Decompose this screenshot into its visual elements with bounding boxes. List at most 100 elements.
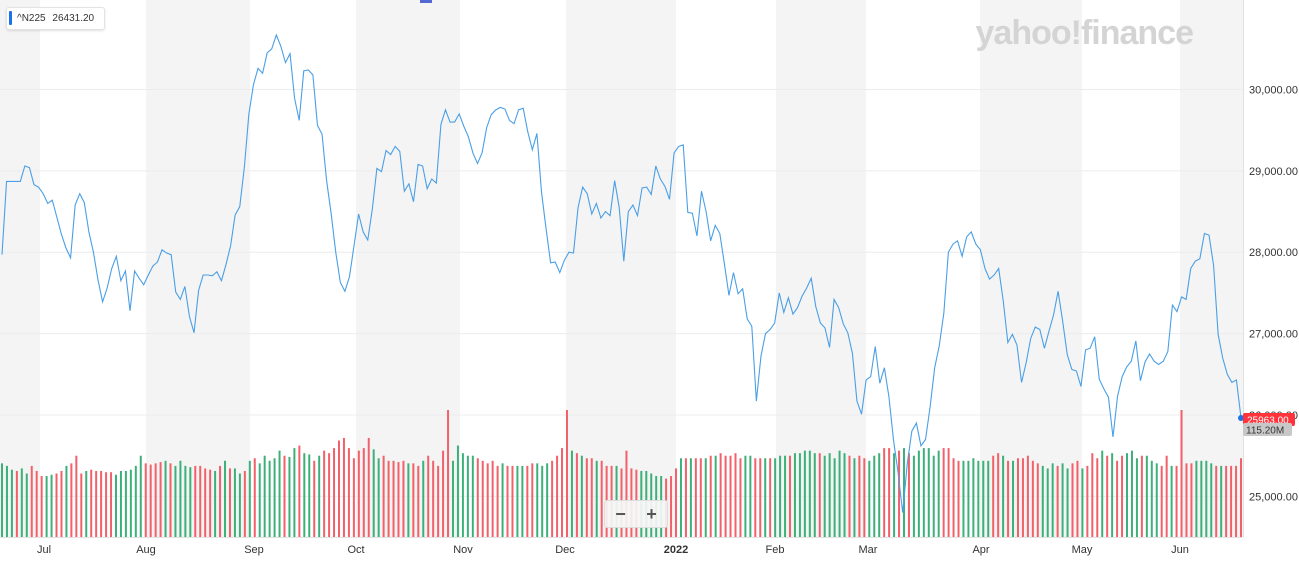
- volume-bar: [1225, 465, 1228, 537]
- volume-bar: [962, 460, 965, 537]
- volume-bar: [729, 455, 732, 537]
- volume-bar: [625, 450, 628, 537]
- y-tick-label: 28,000.00: [1249, 247, 1298, 259]
- volume-bar: [1106, 455, 1109, 537]
- volume-bar: [580, 455, 583, 537]
- volume-bar: [585, 458, 588, 537]
- volume-bar: [352, 458, 355, 537]
- volume-bar: [338, 440, 341, 537]
- volume-bar: [917, 450, 920, 537]
- volume-bar: [1101, 450, 1104, 537]
- month-band: [146, 0, 250, 537]
- volume-bar: [1051, 463, 1054, 537]
- volume-bar: [20, 468, 23, 537]
- volume-bar: [184, 465, 187, 537]
- volume-bar: [496, 465, 499, 537]
- volume-bar: [119, 470, 122, 537]
- volume-bar: [50, 474, 53, 537]
- legend[interactable]: ^N225 26431.20: [6, 7, 106, 30]
- volume-bar: [1235, 465, 1238, 537]
- volume-bar: [214, 470, 217, 537]
- volume-bar: [382, 455, 385, 537]
- volume-bar: [843, 453, 846, 537]
- volume-bar: [957, 460, 960, 537]
- volume-bar: [570, 450, 573, 537]
- volume-bar: [699, 458, 702, 537]
- volume-bar: [377, 458, 380, 537]
- month-band: [1180, 0, 1243, 537]
- zoom-out-button[interactable]: −: [615, 504, 626, 524]
- volume-bar: [769, 458, 772, 537]
- volume-bar: [129, 469, 132, 537]
- volume-bar: [704, 458, 707, 537]
- volume-bar: [694, 458, 697, 537]
- volume-bar: [982, 460, 985, 537]
- x-tick-label: Jul: [37, 544, 51, 556]
- volume-bar: [124, 470, 127, 537]
- volume-bar: [1175, 465, 1178, 537]
- volume-bar: [224, 460, 227, 537]
- x-tick-label: 2022: [664, 544, 688, 556]
- volume-bar: [392, 460, 395, 537]
- volume-bar: [144, 463, 147, 537]
- volume-bar: [838, 450, 841, 537]
- volume-bar: [551, 460, 554, 537]
- y-axis: 25,000.0026,000.0027,000.0028,000.0029,0…: [1243, 0, 1298, 537]
- volume-bar: [526, 465, 529, 537]
- range-marker: [420, 0, 432, 3]
- volume-bar: [1066, 468, 1069, 537]
- x-tick-label: Aug: [136, 544, 156, 556]
- volume-bar: [878, 453, 881, 537]
- volume-bar: [1076, 460, 1079, 537]
- zoom-in-button[interactable]: +: [646, 504, 657, 524]
- volume-bar: [541, 465, 544, 537]
- volume-bar: [675, 468, 678, 537]
- volume-bar: [709, 455, 712, 537]
- volume-bar: [932, 455, 935, 537]
- x-tick-label: May: [1072, 544, 1093, 556]
- volume-bar: [1096, 458, 1099, 537]
- volume-bar: [898, 450, 901, 537]
- volume-bar: [25, 473, 28, 537]
- volume-bar: [228, 468, 231, 537]
- volume-bar: [853, 458, 856, 537]
- volume-bar: [1071, 463, 1074, 537]
- volume-bar: [893, 453, 896, 537]
- volume-bar: [461, 453, 464, 537]
- volume-bar: [258, 463, 261, 537]
- volume-bar: [318, 455, 321, 537]
- volume-bar: [293, 448, 296, 537]
- volume-bar: [253, 458, 256, 537]
- volume-bar: [679, 458, 682, 537]
- volume-bar: [1061, 463, 1064, 537]
- volume-bar: [967, 460, 970, 537]
- volume-bar: [328, 453, 331, 537]
- volume-bar: [55, 473, 58, 537]
- volume-bar: [1180, 410, 1183, 537]
- price-pill: [1243, 413, 1295, 426]
- volume-bars: [1, 410, 1242, 537]
- volume-bar: [1046, 468, 1049, 537]
- volume-bar: [1021, 458, 1024, 537]
- volume-bar: [342, 437, 345, 537]
- volume-bar: [387, 460, 390, 537]
- volume-bar: [848, 455, 851, 537]
- volume-bar: [1145, 455, 1148, 537]
- volume-bar: [432, 460, 435, 537]
- volume-pill-label: 115.20M: [1246, 426, 1284, 437]
- volume-bar: [367, 437, 370, 537]
- volume-bar: [565, 410, 568, 537]
- volume-bar: [556, 455, 559, 537]
- volume-bar: [149, 464, 152, 537]
- volume-bar: [95, 470, 98, 537]
- volume-bar: [85, 470, 88, 537]
- volume-bar: [590, 458, 593, 537]
- x-tick-label: Feb: [766, 544, 785, 556]
- volume-bar: [977, 460, 980, 537]
- volume-bar: [546, 463, 549, 537]
- volume-bar: [194, 465, 197, 537]
- volume-bar: [1155, 463, 1158, 537]
- volume-bar: [263, 455, 266, 537]
